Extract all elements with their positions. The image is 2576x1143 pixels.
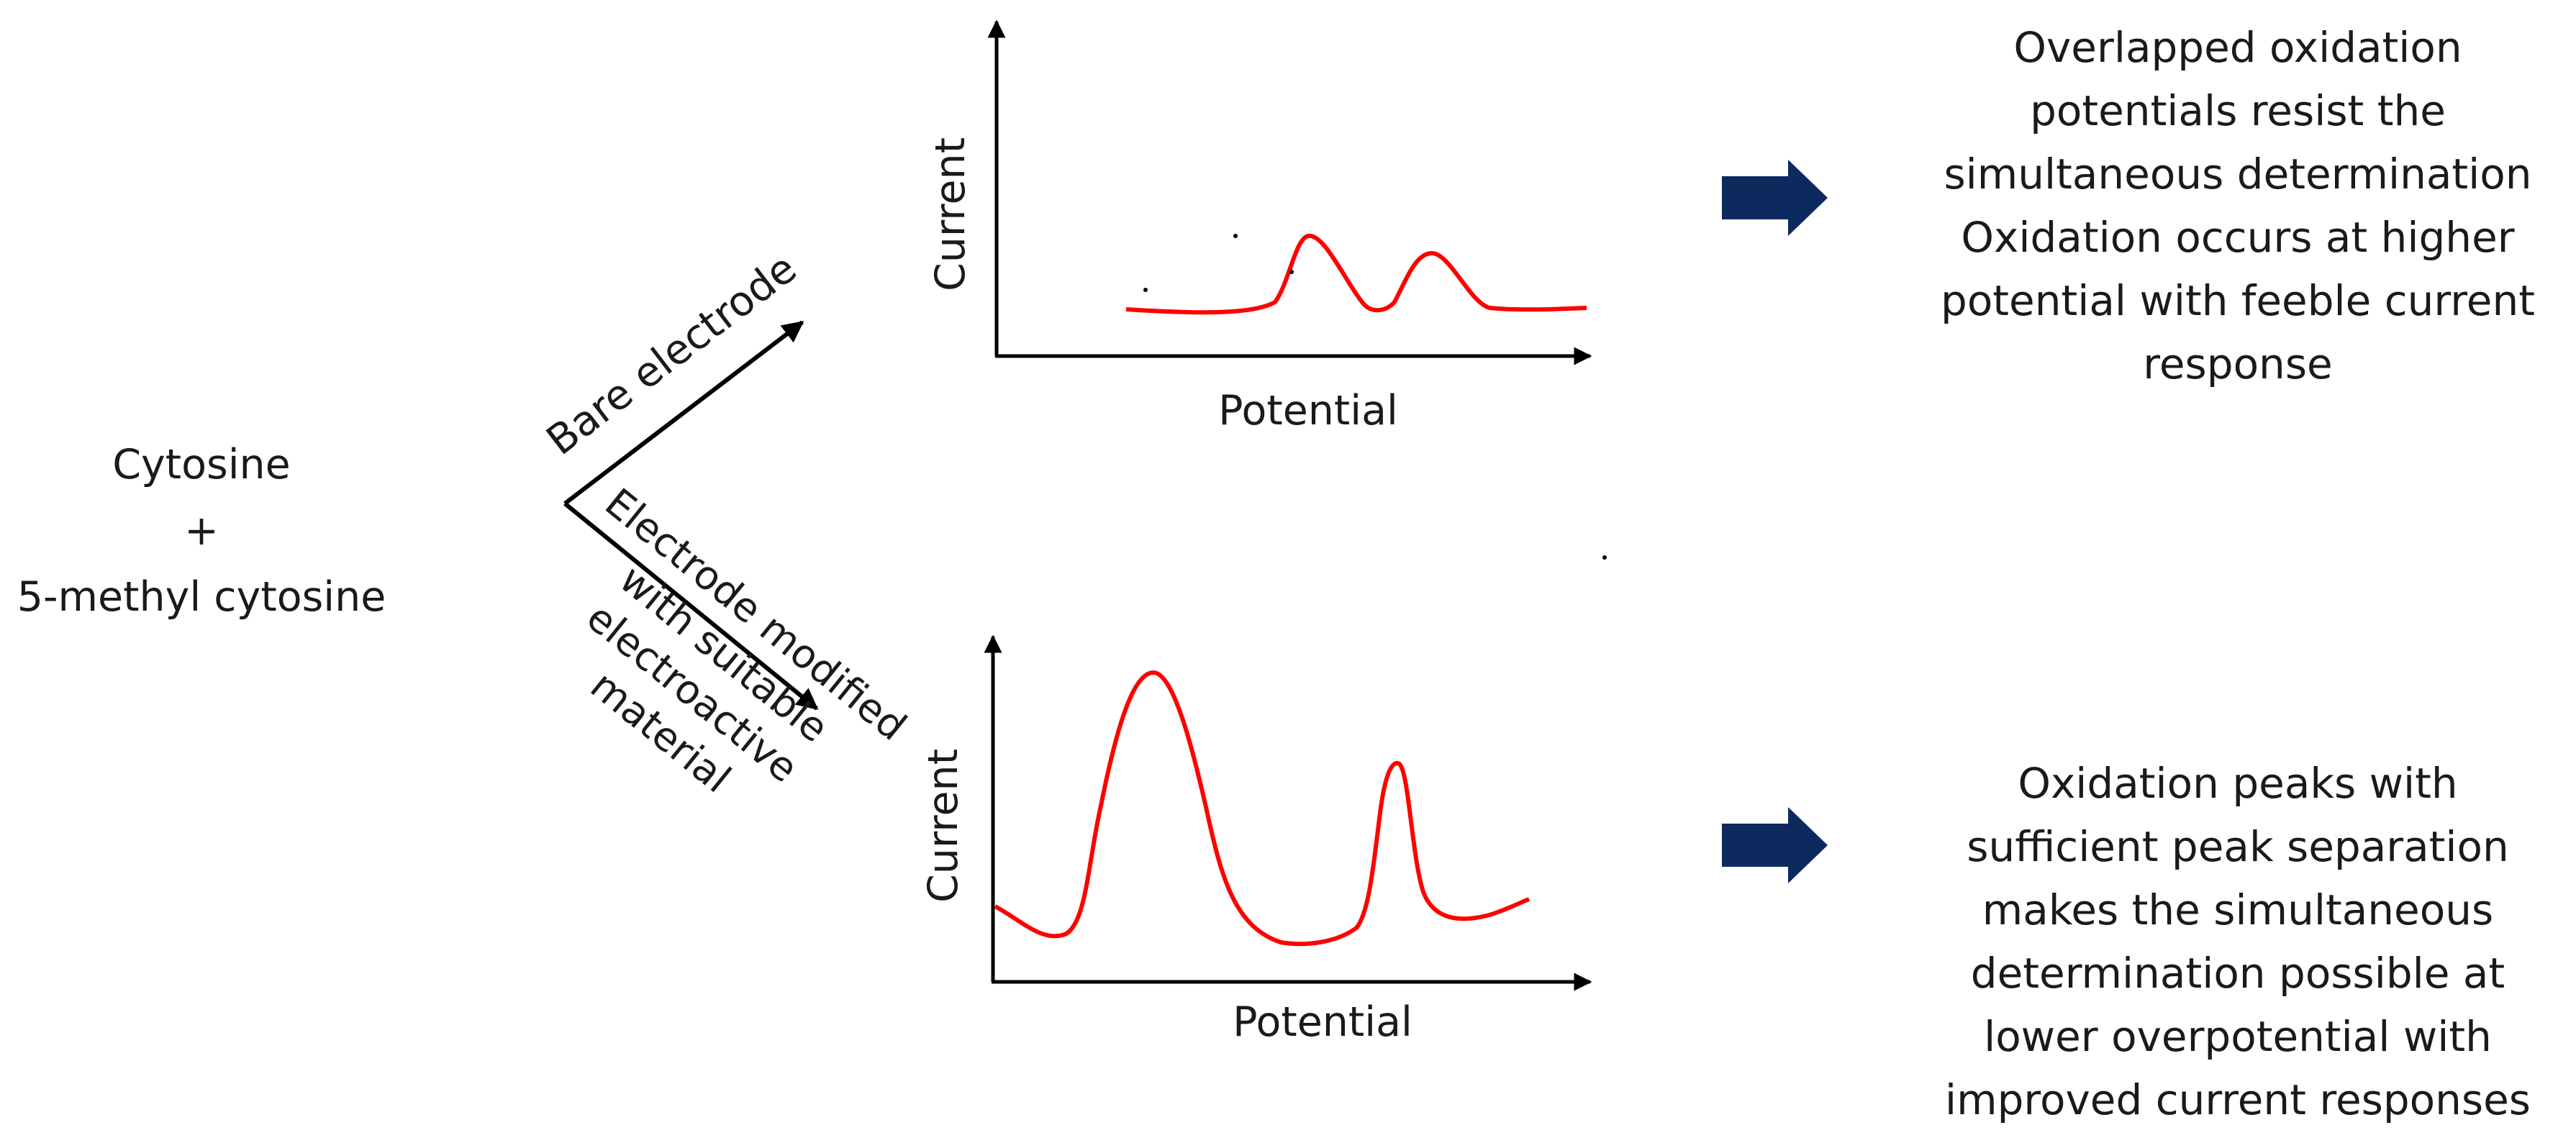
branch-arrow-modified — [563, 501, 819, 711]
note-line: potentials resist the — [2030, 86, 2446, 135]
plot-top-speck — [1233, 234, 1238, 238]
note-line: determination possible at — [1970, 949, 2505, 998]
plot-top: Current Potential — [927, 19, 1592, 434]
right-block-arrow-icon — [1722, 160, 1828, 236]
note-line: makes the simultaneous — [1982, 885, 2494, 934]
note-line: simultaneous determination — [1944, 150, 2532, 199]
note-line: potential with feeble current — [1941, 276, 2535, 325]
note-line: Overlapped oxidation — [2013, 23, 2462, 72]
plot-top-x-label: Potential — [1218, 387, 1398, 434]
branch-label-bare: Bare electrode — [538, 245, 806, 465]
plot-bottom-y-label: Current — [920, 749, 967, 903]
analyte-label: Cytosine + 5-methyl cytosine — [0, 432, 403, 630]
note-line: sufficient peak separation — [1967, 822, 2509, 871]
analyte-5-methyl-cytosine: 5-methyl cytosine — [17, 573, 386, 621]
plot-top-curve — [1125, 233, 1587, 315]
note-line: lower overpotential with — [1984, 1012, 2492, 1061]
right-block-arrow-icon — [1722, 807, 1828, 883]
plot-top-speck — [1289, 270, 1294, 274]
analyte-cytosine: Cytosine — [112, 441, 291, 488]
result-note-modified: Oxidation peaks with sufficient peak sep… — [1921, 752, 2554, 1131]
note-line: Oxidation occurs at higher — [1961, 213, 2515, 262]
branch-arrow-bare — [563, 320, 804, 506]
analyte-plus: + — [184, 507, 219, 555]
plot-top-speck — [1143, 288, 1148, 292]
note-line: Oxidation peaks with — [2018, 759, 2458, 808]
branch-label-modified: Electrode modified with suitable electro… — [578, 479, 915, 801]
note-line: improved current responses — [1944, 1075, 2531, 1124]
result-note-bare: Overlapped oxidation potentials resist t… — [1900, 16, 2576, 396]
plot-bottom-x-label: Potential — [1233, 998, 1412, 1046]
speck — [1602, 555, 1607, 560]
plot-bottom-curve — [994, 670, 1530, 947]
note-line: response — [2143, 340, 2333, 388]
plot-top-y-label: Current — [927, 137, 974, 291]
plot-bottom: Current Potential — [920, 634, 1592, 1046]
